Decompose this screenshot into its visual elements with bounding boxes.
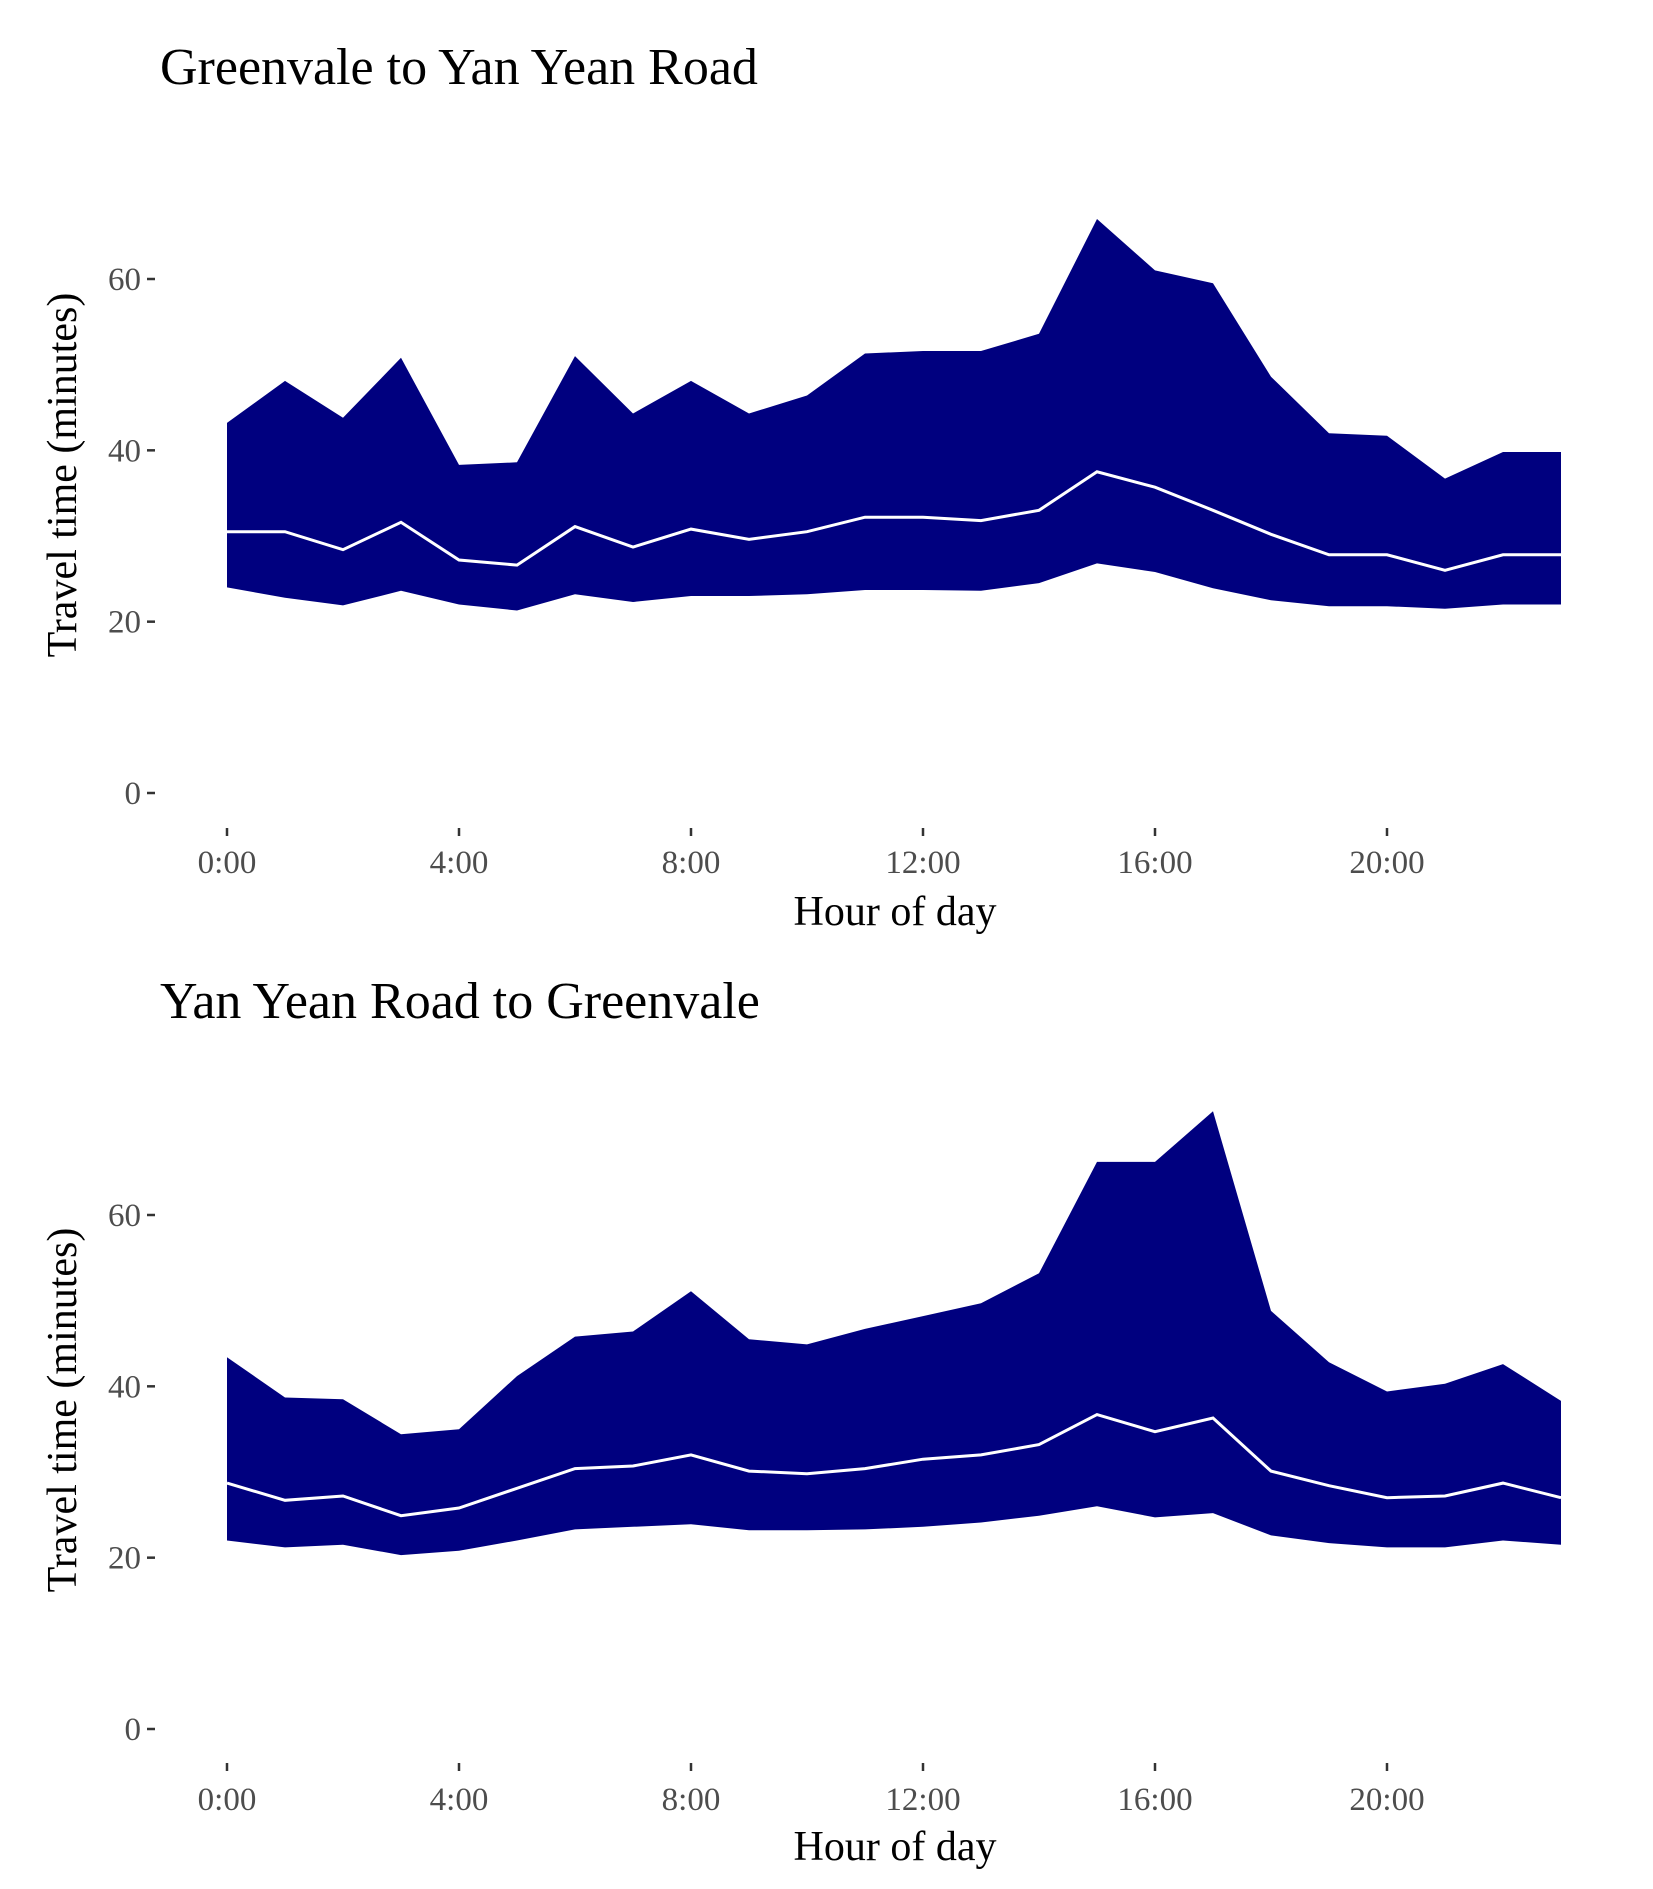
x-tick-label: 4:00 <box>430 1782 489 1818</box>
median-line-1 <box>227 470 1561 572</box>
x-tick-label: 12:00 <box>885 1782 960 1818</box>
panel-2: Yan Yean Road to Greenvale 0 20 40 60 0:00 4… <box>40 973 1562 1870</box>
chart-title-1: Greenvale to Yan Yean Road <box>160 39 758 96</box>
travel-time-band-2 <box>227 1111 1561 1556</box>
y-axis-title-2: Travel time (minutes) <box>40 1228 86 1593</box>
chart-title-2: Yan Yean Road to Greenvale <box>160 973 760 1030</box>
y-tick-label: 40 <box>108 1369 141 1405</box>
x-tick-label: 20:00 <box>1349 1782 1424 1818</box>
x-tick-label: 16:00 <box>1117 845 1192 881</box>
x-tick-label: 20:00 <box>1349 845 1424 881</box>
y-axis-1: 0 20 40 60 <box>108 262 155 812</box>
y-tick-label: 20 <box>108 605 141 641</box>
x-tick-label: 0:00 <box>198 845 257 881</box>
x-tick-label: 16:00 <box>1117 1782 1192 1818</box>
x-tick-label: 0:00 <box>198 1782 257 1818</box>
y-tick-label: 40 <box>108 433 141 469</box>
x-axis-title-2: Hour of day <box>794 1824 997 1870</box>
y-axis-2: 0 20 40 60 <box>108 1198 155 1748</box>
y-axis-title-1: Travel time (minutes) <box>40 293 86 658</box>
y-tick-label: 0 <box>125 776 142 812</box>
x-axis-2: 0:00 4:00 8:00 12:00 16:00 20:00 <box>198 1763 1425 1818</box>
travel-time-band-1 <box>227 219 1561 611</box>
y-tick-label: 60 <box>108 1198 141 1234</box>
y-tick-label: 0 <box>125 1712 142 1748</box>
y-tick-label: 20 <box>108 1541 141 1577</box>
x-tick-label: 12:00 <box>885 845 960 881</box>
x-axis-title-1: Hour of day <box>794 889 997 935</box>
x-axis-1: 0:00 4:00 8:00 12:00 16:00 20:00 <box>198 828 1425 881</box>
x-tick-label: 8:00 <box>662 845 721 881</box>
median-line-2 <box>226 1412 1562 1518</box>
y-tick-label: 60 <box>108 262 141 298</box>
x-tick-label: 8:00 <box>662 1782 721 1818</box>
panel-1: Greenvale to Yan Yean Road 0 20 40 60 0:00 4… <box>40 39 1561 935</box>
x-tick-label: 4:00 <box>430 845 489 881</box>
